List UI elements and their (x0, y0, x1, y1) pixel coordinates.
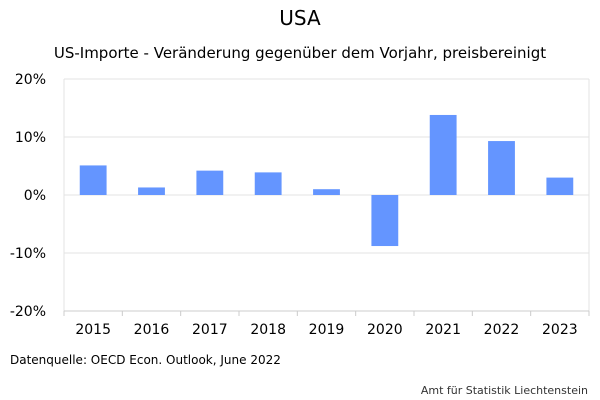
x-axis: 2015 2016 2017 2018 2019 2020 2021 2022 2023 (63, 311, 590, 338)
x-tick-label: 2017 (192, 322, 228, 338)
y-tick-label: 0% (24, 188, 46, 204)
bar (488, 141, 515, 195)
y-tick-label: 20% (15, 72, 46, 88)
credit-note: Amt für Statistik Liechtenstein (420, 384, 588, 397)
bar-series (79, 114, 574, 247)
bar (79, 165, 107, 195)
y-tick-label: 10% (15, 130, 46, 146)
x-tick-label: 2015 (75, 322, 111, 338)
bar (371, 195, 399, 247)
bar (546, 177, 574, 195)
x-tick-label: 2016 (134, 322, 170, 338)
bar (313, 189, 340, 195)
bar (138, 187, 165, 195)
x-tick-label: 2019 (309, 322, 345, 338)
chart-subtitle: US-Importe - Veränderung gegenüber dem V… (53, 44, 547, 62)
bar (254, 172, 282, 195)
x-tick-label: 2023 (542, 322, 578, 338)
x-tick-label: 2022 (484, 322, 520, 338)
x-tick-label: 2020 (367, 322, 403, 338)
x-tick-label: 2018 (250, 322, 286, 338)
chart-title: USA (279, 6, 321, 30)
bar (196, 170, 224, 195)
x-tick-label: 2021 (425, 322, 461, 338)
y-tick-label: -10% (10, 246, 46, 262)
y-axis: -20% -10% 0% 10% 20% (10, 72, 590, 320)
data-source-note: Datenquelle: OECD Econ. Outlook, June 20… (10, 353, 281, 367)
y-tick-label: -20% (10, 304, 46, 320)
bar (429, 114, 457, 195)
